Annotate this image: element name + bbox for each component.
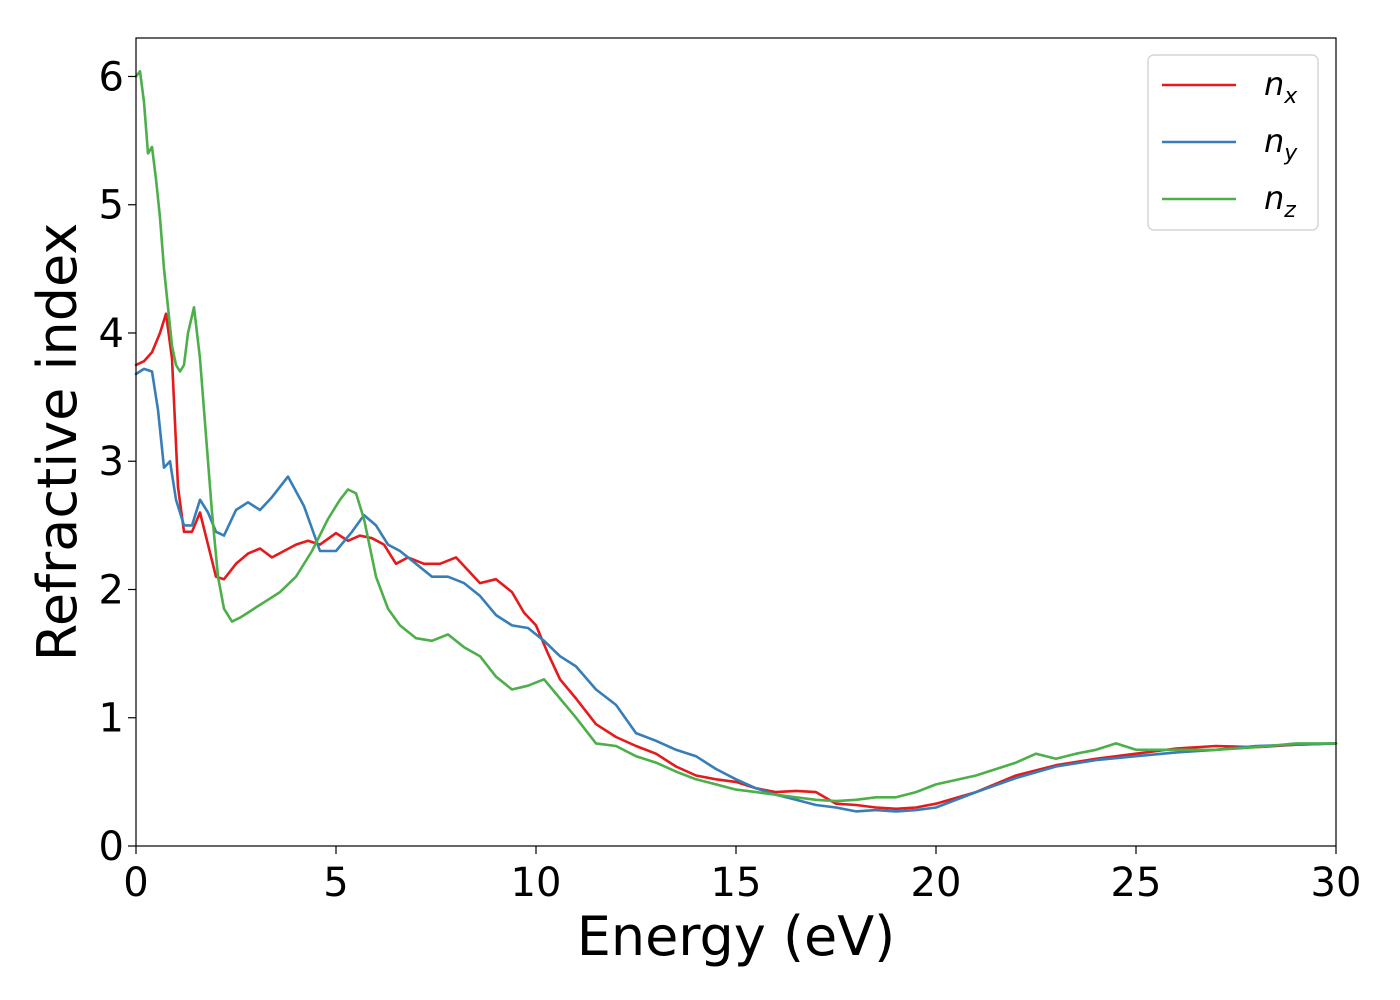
- x-tick-label: 5: [323, 860, 348, 906]
- x-tick-label: 25: [1111, 860, 1162, 906]
- x-tick-label: 10: [511, 860, 562, 906]
- legend-subscript: x: [1283, 84, 1298, 109]
- x-tick-label: 0: [123, 860, 148, 906]
- x-tick-label: 30: [1311, 860, 1362, 906]
- x-axis-label: Energy (eV): [577, 905, 896, 968]
- y-tick-label: 0: [99, 824, 124, 870]
- legend-subscript: z: [1283, 198, 1296, 223]
- x-tick-label: 20: [911, 860, 962, 906]
- y-tick-label: 5: [99, 183, 124, 229]
- x-tick-label: 15: [711, 860, 762, 906]
- series-layer: [134, 70, 1338, 813]
- series-line-nz: [134, 70, 1338, 803]
- plot-area: [136, 38, 1336, 846]
- y-tick-label: 3: [99, 439, 124, 485]
- y-tick-label: 6: [99, 54, 124, 100]
- y-tick-label: 2: [99, 567, 124, 613]
- y-axis-ticks: 0 1 2 3 4 5 6: [99, 54, 136, 870]
- y-tick-label: 1: [99, 696, 124, 742]
- y-axis-label: Refractive index: [26, 223, 89, 662]
- y-tick-label: 4: [99, 311, 124, 357]
- x-axis-ticks: 0 5 10 15 20 25 30: [123, 846, 1361, 906]
- legend-subscript: y: [1283, 141, 1298, 166]
